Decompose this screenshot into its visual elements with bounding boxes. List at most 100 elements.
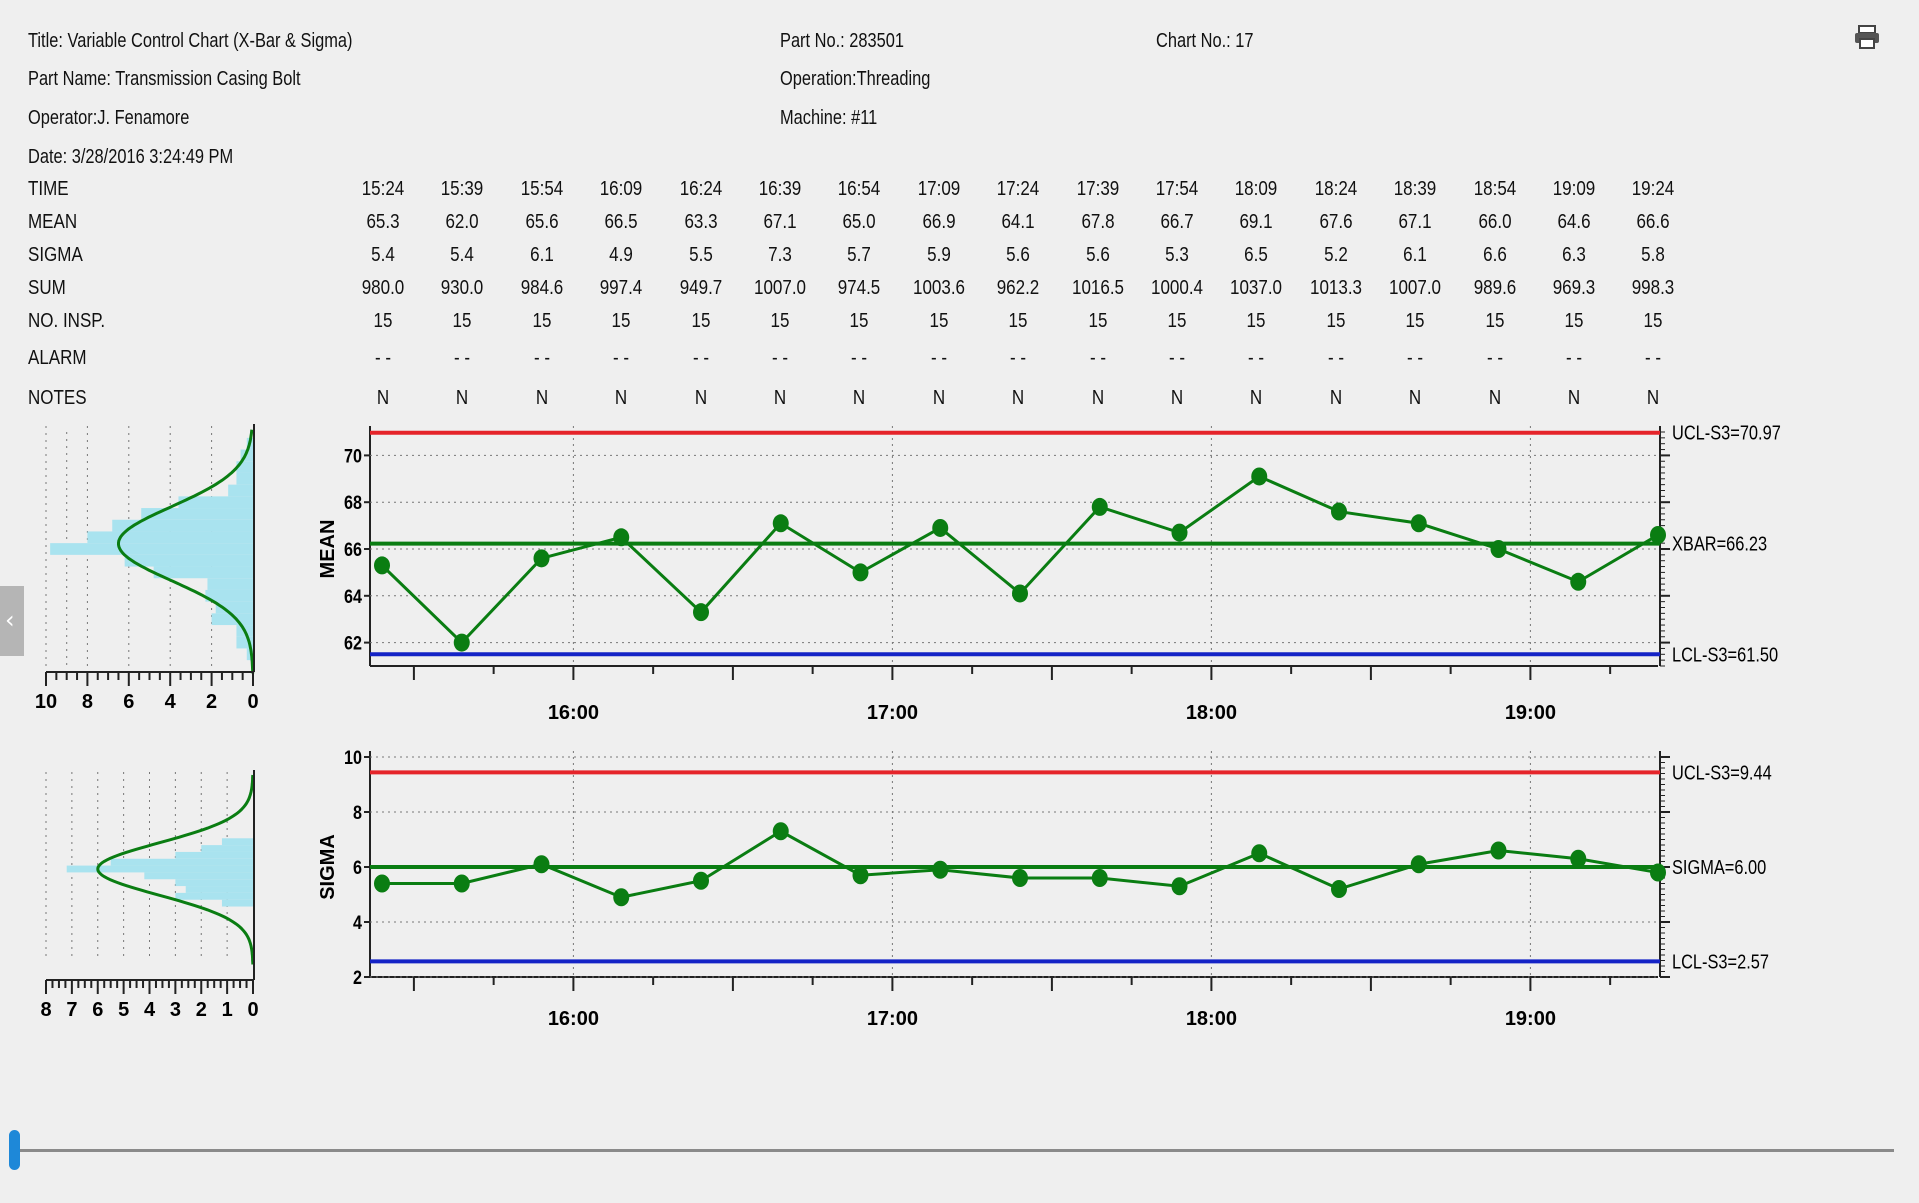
data-point [1650,525,1666,544]
data-point [1410,855,1427,874]
cell-time: 17:24 [996,178,1040,200]
operator: Operator:J. Fenamore [28,107,190,129]
x-tick-label: 16:00 [548,1008,599,1030]
data-point [1091,497,1108,516]
hist-bar [246,648,253,661]
data-point [1570,572,1587,591]
hist-x-tick-label: 6 [92,999,103,1021]
cell-sum: 962.2 [996,277,1040,299]
cell-alarm: - - [533,347,550,369]
data-point [772,822,789,841]
y-tick-label: 10 [344,747,362,769]
cell-sum: 989.6 [1473,277,1516,299]
hist-bar [66,865,253,873]
row-label-alarm: ALARM [28,347,87,369]
chart-title: Title: Variable Control Chart (X-Bar & S… [28,30,353,52]
time-scroll-track[interactable] [14,1149,1894,1152]
hist-x-tick-label: 7 [66,999,77,1021]
data-point [1331,880,1347,898]
data-point [1012,869,1028,887]
cell-notes: N [773,387,787,409]
operation: Operation:Threading [780,68,931,90]
cell-insp: 15 [1643,310,1663,332]
cell-sigma: 7.3 [768,244,792,266]
x-tick-label: 18:00 [1186,702,1237,724]
cell-sum: 1003.6 [912,277,965,299]
data-point [1171,523,1188,542]
hist-bar [50,543,253,555]
lcl-label: LCL-S3=2.57 [1672,950,1769,973]
y-axis-title: MEAN [317,520,339,579]
cell-sigma: 5.9 [926,244,951,266]
x-tick-label: 19:00 [1505,1008,1556,1030]
cell-time: 17:39 [1076,178,1119,200]
cell-time: 16:39 [758,178,802,200]
data-point [1490,540,1507,558]
cell-alarm: - - [374,347,392,369]
cell-insp: 15 [611,310,631,332]
data-point [613,888,630,907]
cell-time: 18:54 [1473,178,1516,200]
cell-time: 16:24 [679,178,722,200]
row-label-mean: MEAN [28,211,78,233]
data-point [374,556,390,575]
cell-sum: 969.3 [1552,277,1596,299]
part-name: Part Name: Transmission Casing Bolt [28,68,301,90]
y-tick-label: 2 [353,967,362,989]
cell-insp: 15 [691,310,711,332]
hist-bar [228,484,253,497]
cell-mean: 66.9 [922,211,956,233]
cell-sigma: 5.6 [1085,244,1110,266]
hist-bar [201,845,253,852]
hist-bar [110,858,253,866]
cell-sigma: 5.3 [1165,244,1189,266]
ucl-label: UCL-S3=9.44 [1672,761,1772,784]
cell-sigma: 5.6 [1006,244,1031,266]
hist-x-tick-label: 2 [206,691,217,713]
cell-insp: 15 [452,310,472,332]
cell-time: 17:09 [917,178,961,200]
row-label-insp: NO. INSP. [28,310,106,332]
printer-icon[interactable] [1852,24,1882,50]
hist-bar [236,461,253,473]
cell-notes: N [615,387,628,409]
cell-mean: 66.5 [604,211,638,233]
hist-bar [124,554,253,567]
cell-insp: 15 [1008,310,1028,332]
collapse-panel-button[interactable]: ‹ [0,586,24,656]
data-point [453,633,470,652]
y-tick-label: 64 [344,586,362,608]
cell-mean: 65.0 [842,211,876,233]
cell-alarm: - - [1168,347,1186,369]
hist-bar [221,838,253,846]
ucl-label: UCL-S3=70.97 [1672,421,1781,444]
cell-notes: N [694,387,707,409]
data-point [1251,844,1268,863]
cell-time: 16:54 [838,178,881,200]
data-point [1171,877,1188,896]
cell-sigma: 6.6 [1482,244,1507,266]
y-tick-label: 68 [344,492,362,514]
cell-mean: 62.0 [445,211,479,233]
cell-alarm: - - [1089,347,1106,369]
y-tick-label: 66 [344,539,362,561]
x-tick-label: 17:00 [867,1008,918,1030]
cell-notes: N [1012,387,1025,409]
cell-time: 18:24 [1314,178,1358,200]
hist-bar [207,578,253,590]
cell-mean: 65.3 [366,211,400,233]
cell-mean: 64.6 [1557,211,1591,233]
chevron-left-icon: ‹ [5,606,15,634]
cell-mean: 66.0 [1478,211,1512,233]
hist-bar [175,879,253,887]
cell-insp: 15 [1485,310,1505,332]
cell-sum: 930.0 [441,277,484,299]
cell-insp: 15 [1405,310,1425,332]
cell-alarm: - - [1407,347,1424,369]
hist-bar [215,601,253,614]
cell-sigma: 5.4 [450,244,475,266]
time-scroll-thumb[interactable] [9,1130,20,1170]
data-point [693,871,709,890]
cell-time: 18:39 [1393,178,1437,200]
cell-time: 19:09 [1552,178,1596,200]
